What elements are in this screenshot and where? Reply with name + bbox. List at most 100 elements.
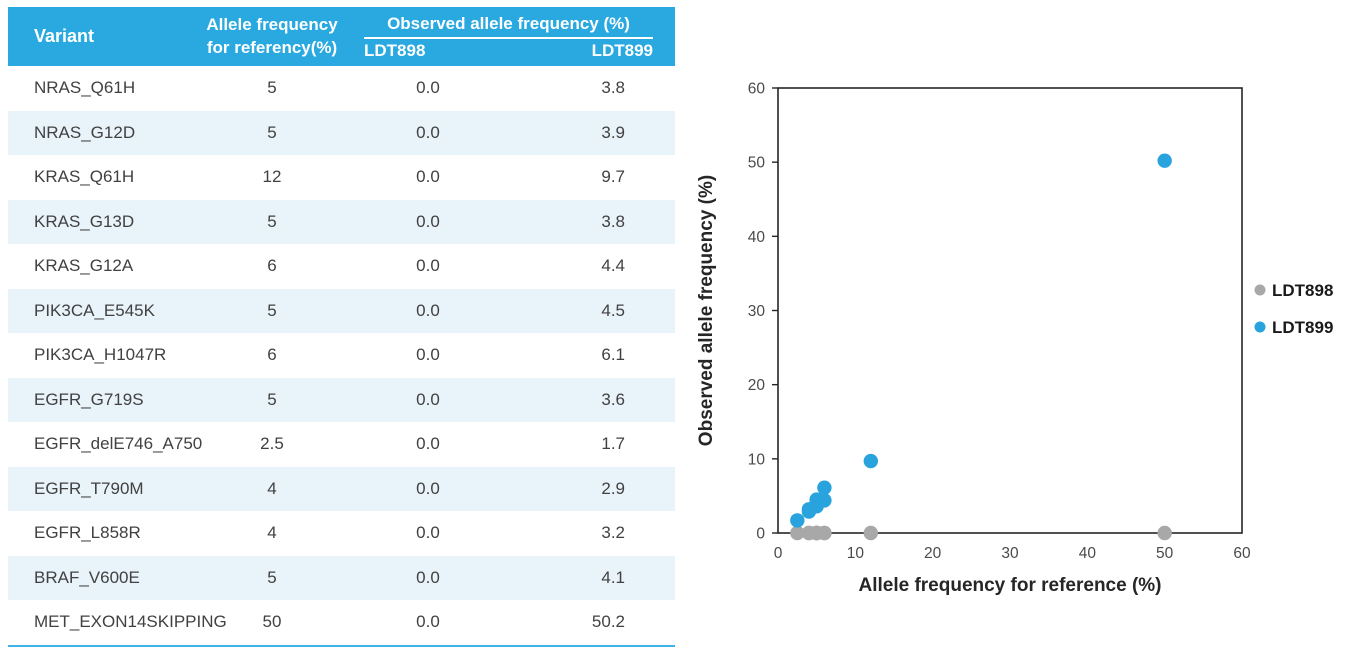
ldt899-cell: 3.2 [601, 523, 625, 543]
variant-cell: KRAS_G13D [34, 211, 135, 231]
reference-frequency-cell: 5 [267, 211, 277, 231]
variant-cell: MET_EXON14SKIPPING [34, 612, 227, 632]
variant-cell: PIK3CA_H1047R [34, 345, 167, 365]
ldt898-cell: 0.0 [416, 612, 440, 632]
ldt898-cell: 0.0 [416, 478, 440, 498]
column-group-observed-frequency-label: Observed allele frequency (%) [387, 13, 630, 33]
variant-cell: EGFR_G719S [34, 389, 144, 409]
table-body: NRAS_Q61H 5 0.0 3.8 NRAS_G12D 5 0.0 3.9 … [8, 66, 675, 645]
x-tick-label: 0 [774, 545, 783, 562]
variant-cell: BRAF_V600E [34, 567, 140, 587]
ldt898-cell: 0.0 [416, 567, 440, 587]
variant-cell: EGFR_delE746_A750 [34, 434, 203, 454]
ldt899-cell: 6.1 [601, 345, 625, 365]
y-tick-label: 10 [748, 451, 766, 468]
y-tick-label: 50 [748, 155, 766, 172]
ldt899-cell: 3.8 [601, 78, 625, 98]
table-row: NRAS_G12D 5 0.0 3.9 [8, 110, 675, 155]
reference-frequency-cell: 5 [267, 122, 277, 142]
reference-frequency-cell: 4 [267, 478, 277, 498]
column-header-variant: Variant [34, 26, 95, 46]
scatter-point-ldt898 [1157, 525, 1172, 541]
scatter-point-ldt899 [1157, 153, 1172, 168]
ldt898-cell: 0.0 [416, 167, 440, 187]
legend-label-ldt898: LDT898 [1272, 281, 1333, 300]
ldt899-cell: 4.1 [601, 567, 625, 587]
table-header: Variant Allele frequency for referency(%… [8, 7, 675, 66]
table-row: EGFR_G719S 5 0.0 3.6 [8, 377, 675, 422]
table-row: EGFR_delE746_A750 2.5 0.0 1.7 [8, 422, 675, 467]
ldt899-cell: 3.6 [601, 389, 625, 409]
reference-frequency-cell: 4 [267, 523, 277, 543]
reference-frequency-cell: 2.5 [260, 434, 284, 454]
y-tick-label: 20 [748, 377, 766, 394]
column-header-ldt898: LDT898 [364, 41, 426, 61]
ldt898-cell: 0.0 [416, 122, 440, 142]
table-row: KRAS_Q61H 12 0.0 9.7 [8, 155, 675, 200]
scatter-point-ldt898 [809, 525, 824, 541]
ldt898-cell: 0.0 [416, 434, 440, 454]
scatter-point-ldt898 [863, 525, 878, 541]
ldt899-cell: 50.2 [591, 612, 625, 632]
plot-area [777, 87, 1243, 534]
reference-frequency-cell: 5 [267, 300, 277, 320]
column-header-reference-frequency: Allele frequency for referency(%) [186, 7, 358, 66]
reference-frequency-cell: 50 [262, 612, 282, 632]
column-header-reference-frequency-line2: for referency(%) [206, 37, 338, 57]
variant-cell: EGFR_L858R [34, 523, 141, 543]
x-tick-label: 50 [1156, 545, 1174, 562]
reference-frequency-cell: 5 [267, 78, 277, 98]
legend-marker-ldt899 [1254, 321, 1266, 333]
variant-cell: NRAS_Q61H [34, 78, 136, 98]
legend-label-ldt899: LDT899 [1272, 318, 1333, 337]
table-row: NRAS_Q61H 5 0.0 3.8 [8, 66, 675, 111]
table-row: KRAS_G12A 6 0.0 4.4 [8, 244, 675, 289]
scatter-point-ldt899 [817, 480, 832, 495]
header-group-divider [364, 36, 653, 39]
ldt898-cell: 0.0 [416, 300, 440, 320]
y-tick-label: 0 [756, 525, 765, 542]
ldt899-cell: 9.7 [601, 167, 625, 187]
variant-cell: EGFR_T790M [34, 478, 144, 498]
y-tick-label: 60 [748, 80, 766, 97]
variant-cell: NRAS_G12D [34, 122, 136, 142]
scatter-chart: 0 10 20 30 40 50 60 0 10 20 30 40 50 60 Observed allel… [696, 80, 1333, 596]
x-tick-label: 30 [1001, 545, 1019, 562]
variant-cell: KRAS_Q61H [34, 167, 135, 187]
reference-frequency-cell: 5 [267, 389, 277, 409]
scatter-point-ldt899 [863, 453, 878, 469]
table-row: MET_EXON14SKIPPING 50 0.0 50.2 [8, 600, 675, 645]
ldt899-cell: 4.5 [601, 300, 625, 320]
y-tick-label: 30 [748, 303, 766, 320]
table-row: KRAS_G13D 5 0.0 3.8 [8, 199, 675, 244]
table-bottom-border [8, 644, 675, 647]
scatter-point-ldt899 [790, 513, 805, 528]
ldt899-cell: 1.7 [601, 434, 625, 454]
ldt899-cell: 4.4 [601, 256, 625, 276]
reference-frequency-cell: 5 [267, 567, 277, 587]
reference-frequency-cell: 6 [267, 256, 277, 276]
x-axis-title: Allele frequency for reference (%) [858, 575, 1161, 596]
table-row: PIK3CA_E545K 5 0.0 4.5 [8, 288, 675, 333]
ldt898-cell: 0.0 [416, 211, 440, 231]
table-row: EGFR_T790M 4 0.0 2.9 [8, 466, 675, 511]
x-tick-label: 20 [924, 545, 942, 562]
ldt899-cell: 2.9 [601, 478, 625, 498]
legend-marker-ldt898 [1254, 284, 1266, 296]
scatter-point-ldt898 [790, 525, 805, 541]
scatter-point-ldt899 [809, 495, 824, 510]
y-axis-title: Observed allele frequency (%) [696, 175, 717, 446]
variant-frequency-table: Variant Allele frequency for referency(%… [8, 7, 675, 647]
x-tick-label: 60 [1233, 545, 1251, 562]
table-row: BRAF_V600E 5 0.0 4.1 [8, 555, 675, 600]
x-tick-label: 10 [847, 545, 865, 562]
reference-frequency-cell: 12 [262, 167, 282, 187]
variant-cell: KRAS_G12A [34, 256, 134, 276]
ldt898-cell: 0.0 [416, 256, 440, 276]
column-subheaders: LDT898 LDT899 [358, 39, 675, 67]
ldt898-cell: 0.0 [416, 523, 440, 543]
table-row: EGFR_L858R 4 0.0 3.2 [8, 511, 675, 556]
column-header-reference-frequency-line1: Allele frequency [206, 15, 338, 35]
column-group-observed-frequency: Observed allele frequency (%) LDT898 LDT… [358, 7, 675, 66]
